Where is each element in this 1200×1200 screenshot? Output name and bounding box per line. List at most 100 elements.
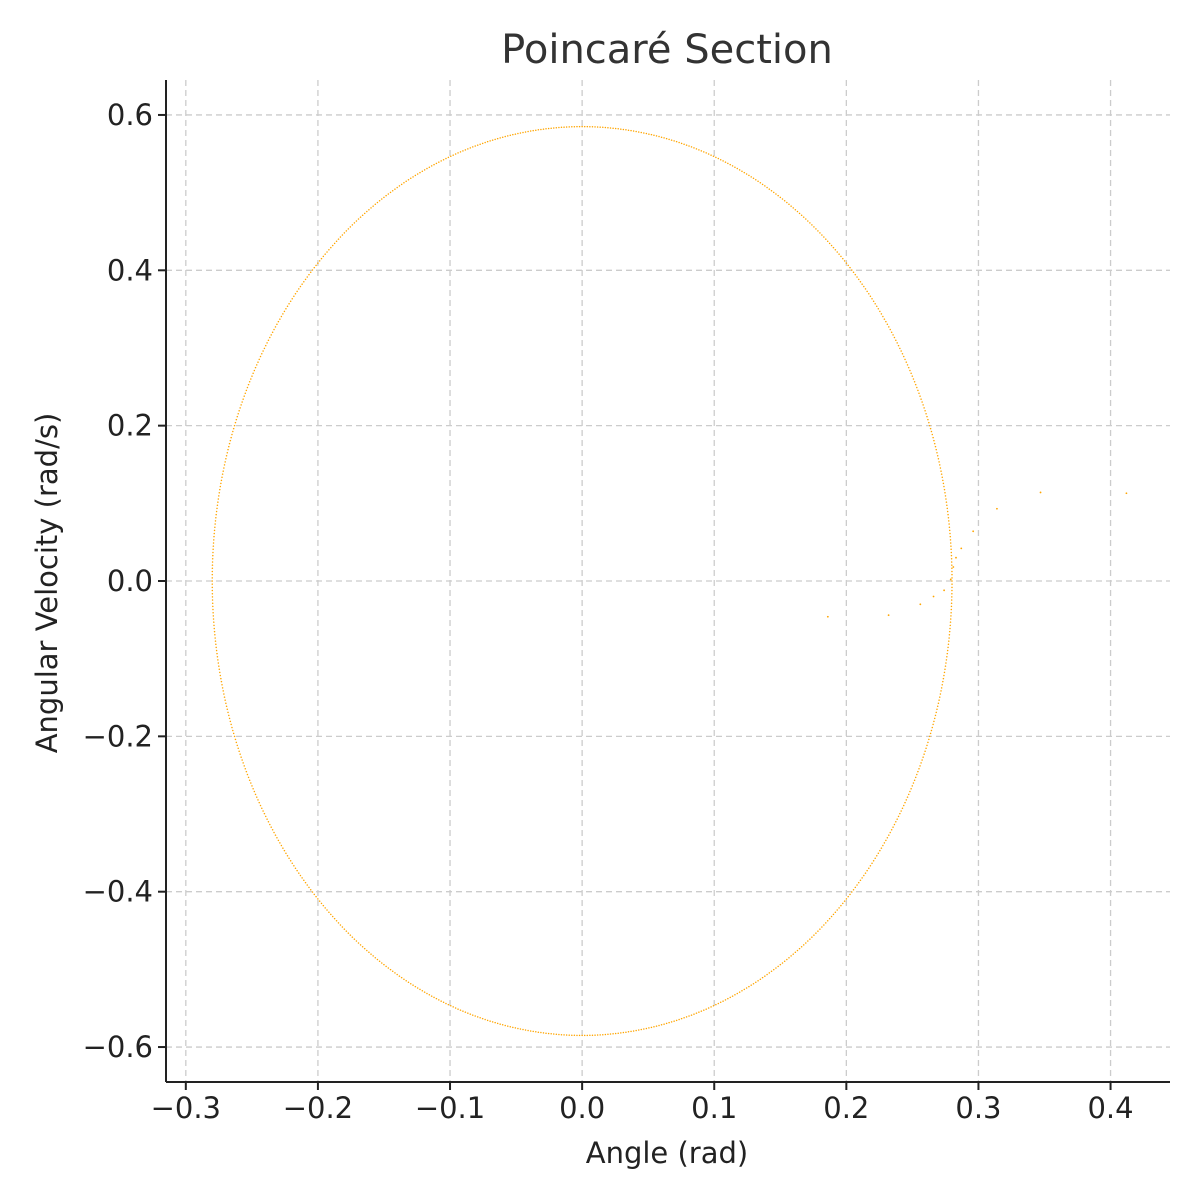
orbit-point <box>926 744 928 747</box>
transient-point <box>955 556 957 559</box>
orbit-point <box>722 1000 724 1002</box>
data-points <box>211 125 1128 1037</box>
orbit-point <box>604 126 607 129</box>
orbit-point <box>339 236 342 238</box>
orbit-point <box>917 389 919 392</box>
x-axis-label: Angle (rad) <box>586 1136 748 1170</box>
orbit-point <box>496 1022 499 1025</box>
orbit-point <box>212 548 214 551</box>
orbit-point <box>230 723 232 726</box>
orbit-point <box>719 158 722 161</box>
orbit-point <box>945 498 947 500</box>
transient-point <box>1039 491 1042 494</box>
orbit-point <box>764 185 766 187</box>
orbit-point <box>291 862 293 864</box>
orbit-point <box>625 129 627 131</box>
orbit-point <box>949 624 952 627</box>
orbit-point <box>535 129 537 131</box>
orbit-point <box>627 129 630 131</box>
orbit-point <box>943 488 946 491</box>
transient-point <box>996 507 998 510</box>
orbit-point <box>472 1014 474 1016</box>
orbit-point <box>653 1025 655 1028</box>
orbit-point <box>653 134 655 137</box>
orbit-point <box>893 336 896 339</box>
orbit-point <box>400 976 403 979</box>
transient-point <box>1125 492 1128 495</box>
orbit-point <box>298 872 300 874</box>
orbit-point <box>911 375 914 377</box>
orbit-point <box>573 1034 576 1037</box>
orbit-point <box>228 445 230 448</box>
orbit-point <box>251 785 253 787</box>
orbit-point <box>454 1007 457 1009</box>
orbit-point <box>668 1021 670 1024</box>
orbit-point <box>703 1009 705 1011</box>
orbit-point <box>874 303 876 305</box>
y-ticks: −0.6 −0.4 −0.2 0.0 0.2 0.4 0.6 <box>83 98 166 1064</box>
orbit-point <box>252 372 254 375</box>
orbit-point <box>950 599 953 601</box>
orbit-point <box>707 153 710 155</box>
orbit-point <box>252 787 254 790</box>
orbit-point <box>700 150 703 152</box>
orbit-point <box>440 1000 442 1002</box>
orbit-point <box>258 801 260 804</box>
orbit-point <box>435 997 438 1000</box>
orbit-point <box>228 442 231 445</box>
orbit-point <box>938 699 940 701</box>
orbit-point <box>712 155 715 157</box>
orbit-point <box>563 1034 565 1036</box>
orbit-point <box>279 842 281 844</box>
orbit-point <box>296 869 298 872</box>
orbit-point <box>594 1034 596 1036</box>
orbit-point <box>897 815 900 818</box>
orbit-point <box>688 145 690 147</box>
orbit-point <box>892 826 894 828</box>
orbit-point <box>660 1024 663 1026</box>
orbit-point <box>337 238 340 240</box>
orbit-point <box>950 558 953 560</box>
orbit-point <box>220 479 223 482</box>
orbit-point <box>859 879 862 882</box>
orbit-point <box>285 308 287 310</box>
orbit-point <box>450 155 452 157</box>
orbit-point <box>410 982 412 985</box>
orbit-point <box>381 962 383 964</box>
orbit-point <box>219 485 222 488</box>
orbit-point <box>560 1033 563 1036</box>
orbit-point <box>635 130 637 133</box>
orbit-point <box>890 331 893 333</box>
orbit-point <box>394 972 396 974</box>
orbit-point <box>830 915 833 918</box>
orbit-point <box>315 895 317 898</box>
orbit-point <box>650 1026 653 1029</box>
orbit-point <box>361 945 364 948</box>
orbit-point <box>416 987 419 989</box>
orbit-point <box>242 762 244 764</box>
orbit-point <box>578 1034 581 1037</box>
orbit-point <box>328 249 330 251</box>
orbit-point <box>324 907 326 909</box>
orbit-point <box>722 160 724 162</box>
orbit-point <box>796 210 799 213</box>
orbit-point <box>951 564 953 566</box>
orbit-point <box>931 433 934 436</box>
orbit-point <box>685 144 688 146</box>
orbit-point <box>225 458 227 460</box>
orbit-point <box>700 1010 703 1012</box>
orbit-point <box>221 684 223 686</box>
orbit-point <box>317 262 319 264</box>
orbit-point <box>668 138 670 141</box>
orbit-point <box>854 886 857 889</box>
orbit-point <box>545 1032 547 1034</box>
orbit-point <box>221 687 224 689</box>
orbit-point <box>946 649 949 652</box>
orbit-point <box>318 900 321 902</box>
orbit-point <box>214 520 217 522</box>
orbit-point <box>322 904 325 907</box>
orbit-point <box>212 611 214 614</box>
orbit-point <box>253 790 256 793</box>
orbit-point <box>301 877 303 879</box>
orbit-point <box>239 753 241 755</box>
